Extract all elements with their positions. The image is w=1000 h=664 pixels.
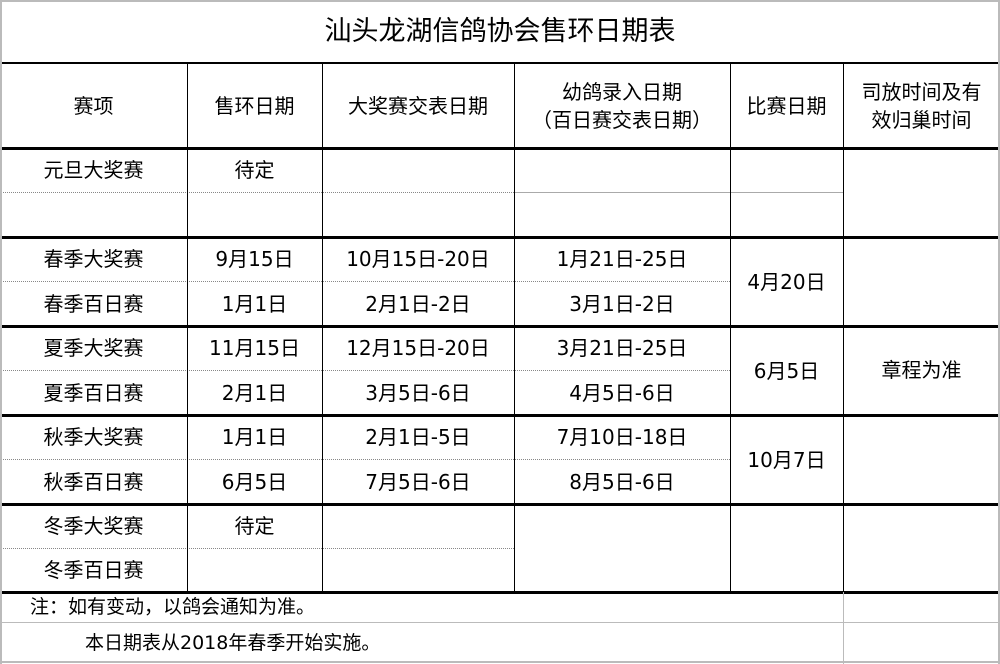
- grid-line: [843, 592, 844, 664]
- grid-line: [187, 63, 188, 592]
- table-cell: [322, 148, 514, 192]
- race-date-cell: [730, 504, 843, 592]
- table-cell: [187, 548, 322, 592]
- column-header: 售环日期: [214, 93, 295, 118]
- table-cell: 1月1日: [221, 425, 288, 449]
- column-header: 司放时间及有 效归巢时间: [861, 79, 982, 132]
- race-date-cell: 6月5日: [753, 358, 820, 383]
- race-date-cell: 4月20日: [747, 269, 826, 294]
- table-cell: 冬季大奖赛: [43, 514, 144, 538]
- table-cell: 12月15日-20日: [346, 336, 490, 360]
- grid-line: [0, 370, 730, 371]
- table-cell: [322, 192, 514, 237]
- table-cell: 2月1日-5日: [365, 425, 471, 449]
- table-cell: 2月1日-2日: [365, 291, 471, 316]
- grid-line: [514, 192, 843, 193]
- table-cell: 3月1日-2日: [569, 291, 675, 316]
- table-cell: 待定: [234, 514, 275, 538]
- table-cell: 2月1日: [221, 380, 288, 405]
- table-cell: 10月15日-20日: [346, 247, 490, 271]
- race-date-cell: [730, 192, 843, 237]
- grid-line: [514, 63, 515, 592]
- table-cell: 待定: [234, 158, 275, 182]
- grid-line: [0, 281, 730, 282]
- grid-line: [0, 661, 1000, 663]
- table-cell: 春季大奖赛: [43, 247, 144, 271]
- note-line: 本日期表从2018年春季开始实施。: [85, 632, 381, 654]
- table-cell: 11月15日: [209, 336, 300, 360]
- grid-line: [0, 0, 2, 664]
- table-cell: 秋季百日赛: [43, 469, 144, 494]
- grid-line: [0, 548, 514, 549]
- table-cell: [730, 148, 843, 192]
- table-cell: 9月15日: [215, 247, 294, 271]
- column-header: 赛项: [73, 93, 114, 118]
- table-cell: 1月21日-25日: [556, 247, 688, 271]
- table-cell: 秋季大奖赛: [43, 425, 144, 449]
- grid-line: [0, 414, 1000, 417]
- grid-line: [0, 622, 1000, 623]
- grid-line: [998, 0, 1000, 664]
- grid-line: [0, 591, 1000, 594]
- table-cell: [514, 192, 730, 237]
- note-line: 注：如有变动，以鸽会通知为准。: [30, 596, 316, 618]
- grid-line: [0, 0, 1000, 2]
- table-cell: 8月5日-6日: [569, 469, 675, 494]
- table-cell: 冬季百日赛: [43, 558, 144, 582]
- table-cell: 7月10日-18日: [556, 425, 688, 449]
- table-cell: 3月21日-25日: [556, 336, 688, 360]
- table-cell: 元旦大奖赛: [43, 158, 144, 182]
- grid-line: [0, 192, 514, 193]
- table-title: 汕头龙湖信鸽协会售环日期表: [324, 15, 676, 47]
- table-cell: [514, 504, 730, 592]
- table-cell: 1月1日: [221, 291, 288, 316]
- grid-line: [843, 63, 844, 592]
- table-cell: [514, 148, 730, 192]
- table-cell: 4月5日-6日: [569, 380, 675, 405]
- table-cell: [0, 192, 187, 237]
- table-cell: 7月5日-6日: [365, 469, 471, 494]
- race-date-cell: 10月7日: [747, 447, 826, 472]
- grid-line: [0, 459, 730, 460]
- grid-line: [0, 147, 843, 150]
- grid-line: [730, 63, 731, 592]
- grid-line: [0, 503, 1000, 506]
- table-cell: 3月5日-6日: [365, 380, 471, 405]
- column-header: 幼鸽录入日期 （百日赛交表日期）: [532, 79, 712, 132]
- column-header: 大奖赛交表日期: [348, 93, 488, 118]
- table-cell: 6月5日: [221, 469, 288, 494]
- table-cell: [322, 504, 514, 548]
- table-cell: [187, 192, 322, 237]
- table-cell: 夏季大奖赛: [43, 336, 144, 360]
- column-header: 比赛日期: [746, 93, 827, 118]
- table-cell: [322, 548, 514, 592]
- table-cell: 春季百日赛: [43, 291, 144, 316]
- grid-line: [0, 325, 1000, 328]
- table-cell: 夏季百日赛: [43, 380, 144, 405]
- grid-line: [322, 63, 323, 592]
- grid-line: [0, 236, 1000, 239]
- release-time-cell: 章程为准: [881, 358, 962, 382]
- grid-line: [0, 62, 1000, 64]
